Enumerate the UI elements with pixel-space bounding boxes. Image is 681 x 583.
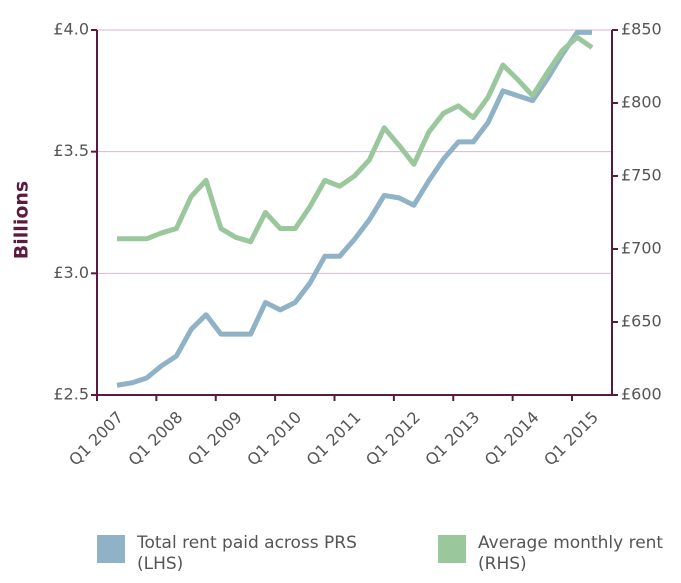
legend-label: Average monthly rent (RHS)	[478, 533, 664, 574]
x-tick-label: Q1 2010	[243, 408, 305, 470]
y2-tick-label: £750	[621, 166, 662, 185]
series-line	[117, 34, 594, 245]
y2-tick-label: £850	[621, 20, 662, 39]
y2-tick-label: £600	[621, 385, 662, 404]
y-tick-label: £3.0	[53, 263, 89, 282]
x-tick-label: Q1 2012	[362, 408, 424, 470]
x-tick-label: Q1 2015	[540, 408, 602, 470]
series-line	[116, 29, 592, 388]
y-tick-label: £2.5	[53, 385, 89, 404]
legend-swatch	[97, 535, 125, 563]
x-tick-label: Q1 2007	[65, 408, 127, 470]
legend-item: Total rent paid across PRS (LHS)	[97, 533, 377, 575]
y-tick-label: £4.0	[53, 20, 89, 39]
x-tick-label: Q1 2013	[421, 408, 483, 470]
legend-swatch	[438, 535, 466, 563]
x-tick-label: Q1 2008	[124, 408, 186, 470]
y-axis-label: Billions	[11, 181, 33, 259]
y-tick-label: £3.5	[53, 141, 89, 160]
y2-tick-label: £650	[621, 312, 662, 331]
x-tick-label: Q1 2011	[303, 408, 365, 470]
legend-item: Average monthly rent (RHS)	[438, 533, 681, 575]
y2-tick-label: £700	[621, 239, 662, 258]
y2-tick-label: £800	[621, 93, 662, 112]
legend-label: Total rent paid across PRS (LHS)	[137, 533, 357, 574]
plot: Billions £2.5 £3.0 £3.5 £4.0 £600 £650 £700 £75…	[11, 20, 662, 470]
x-tick-label: Q1 2009	[184, 408, 246, 470]
x-tick-label: Q1 2014	[481, 408, 543, 470]
